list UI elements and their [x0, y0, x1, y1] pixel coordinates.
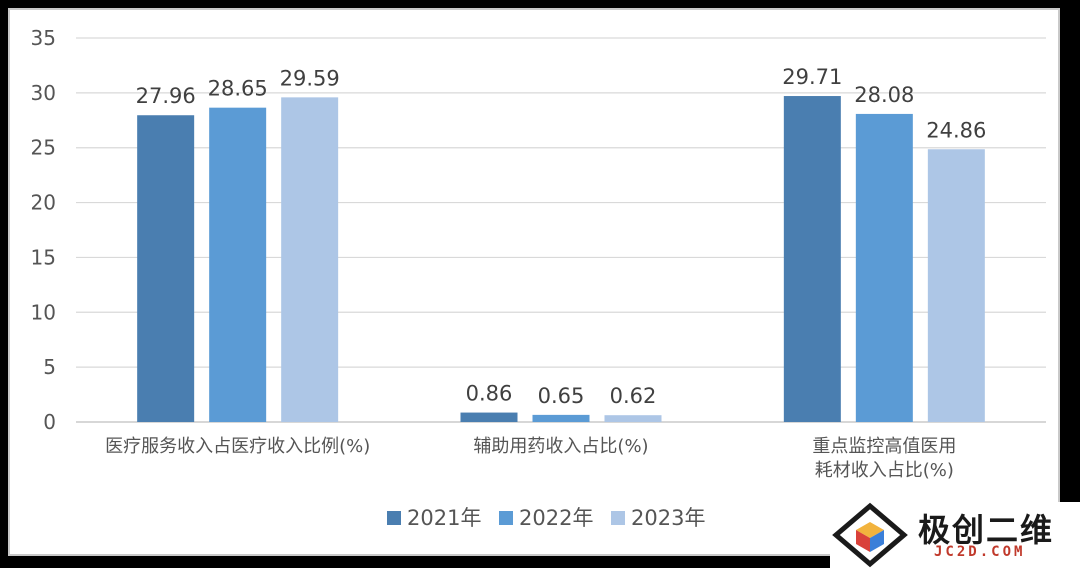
watermark-text: 极创二维: [918, 511, 1055, 549]
bar: [855, 113, 913, 422]
x-category-label: 医疗服务收入占医疗收入比例(%): [105, 436, 370, 457]
chart-frame: 0 5 10 15 20 25 30 35 27.96 28.65 29.59 医疗服务收入占医疗收入…: [8, 8, 1060, 556]
legend-swatch: [611, 511, 625, 525]
bar: [137, 115, 195, 422]
bar: [281, 97, 339, 422]
y-tick-label: 10: [31, 300, 56, 324]
data-label: 29.59: [280, 66, 340, 90]
data-label: 24.86: [926, 118, 986, 142]
bar: [783, 96, 841, 423]
bar: [604, 415, 662, 422]
y-tick-label: 25: [31, 136, 56, 160]
x-category-label: 重点监控高值医用: [812, 436, 956, 457]
data-label: 0.62: [610, 384, 657, 408]
bar: [209, 107, 267, 422]
y-tick-label: 15: [31, 245, 56, 269]
data-label: 0.86: [466, 382, 513, 406]
y-tick-label: 0: [43, 410, 56, 434]
y-tick-label: 20: [31, 191, 56, 215]
legend-swatch: [499, 511, 513, 525]
y-tick-label: 30: [31, 81, 56, 105]
data-label: 28.65: [208, 77, 268, 101]
data-label: 27.96: [136, 84, 196, 108]
legend-label: 2022年: [519, 506, 593, 530]
watermark-subtext: JC2D.COM: [934, 544, 1026, 560]
watermark: 极创二维 JC2D.COM: [830, 502, 1080, 568]
data-label: 29.71: [782, 65, 842, 89]
bar: [532, 414, 590, 422]
legend-label: 2021年: [407, 506, 481, 530]
y-tick-label: 5: [43, 355, 56, 379]
y-tick-label: 35: [31, 26, 56, 50]
data-label: 0.65: [538, 384, 585, 408]
cube-logo-icon: [832, 502, 908, 568]
bar: [927, 149, 985, 422]
x-category-label: 耗材收入占比(%): [815, 460, 954, 481]
bar: [460, 412, 518, 422]
legend-swatch: [387, 511, 401, 525]
bar-chart: 0 5 10 15 20 25 30 35 27.96 28.65 29.59 医疗服务收入占医疗收入…: [31, 26, 1046, 530]
x-category-label: 辅助用药收入占比(%): [473, 436, 648, 457]
data-label: 28.08: [854, 83, 914, 107]
legend-label: 2023年: [631, 506, 705, 530]
